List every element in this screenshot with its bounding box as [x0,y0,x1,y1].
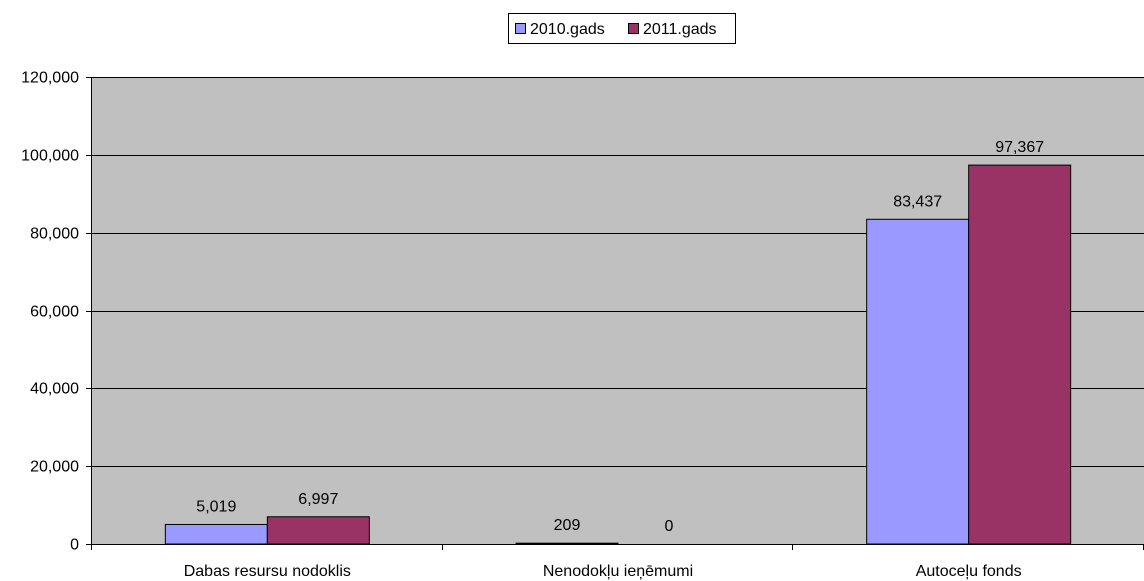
legend-box [508,13,736,44]
x-axis-ticks: Dabas resursu nodoklis Nenodokļu ieņēmumi… [91,544,1144,580]
bar-1-1 [164,523,268,545]
data-label: 0 [665,518,674,535]
x-tick-label: Autoceļu fonds [916,563,1022,580]
legend-label: 2011.gads [643,21,717,38]
y-tick-label: 100,000 [21,148,79,165]
x-tick-label: Nenodokļu ieņēmumi [543,563,693,580]
legend-swatch-1 [515,23,526,34]
data-label: 83,437 [893,193,942,210]
data-label: 97,367 [995,139,1044,156]
y-tick-label: 60,000 [30,304,79,321]
bar-1-3 [866,218,970,545]
y-tick-label: 80,000 [30,226,79,243]
y-axis-ticks: 0 20,000 40,000 60,000 80,000 100,000 120,000 [21,70,92,554]
data-label: 209 [554,517,581,534]
data-label: 6,997 [298,491,338,508]
data-label: 5,019 [196,498,236,515]
legend-label: 2010.gads [530,21,605,38]
y-tick-label: 0 [70,537,79,554]
y-tick-label: 40,000 [30,381,79,398]
legend-swatch-2 [628,23,639,34]
bar-2-1 [266,516,370,545]
data-labels: 5,019 209 83,437 6,997 0 97,367 [196,139,1044,535]
bar-2-3 [968,164,1072,545]
bar-1-2 [515,542,619,545]
y-tick-label: 120,000 [21,70,79,87]
x-tick-label: Dabas resursu nodoklis [184,563,351,580]
y-tick-label: 20,000 [30,459,79,476]
legend: 2010.gads 2011.gads [508,13,736,44]
bars [164,164,1072,545]
